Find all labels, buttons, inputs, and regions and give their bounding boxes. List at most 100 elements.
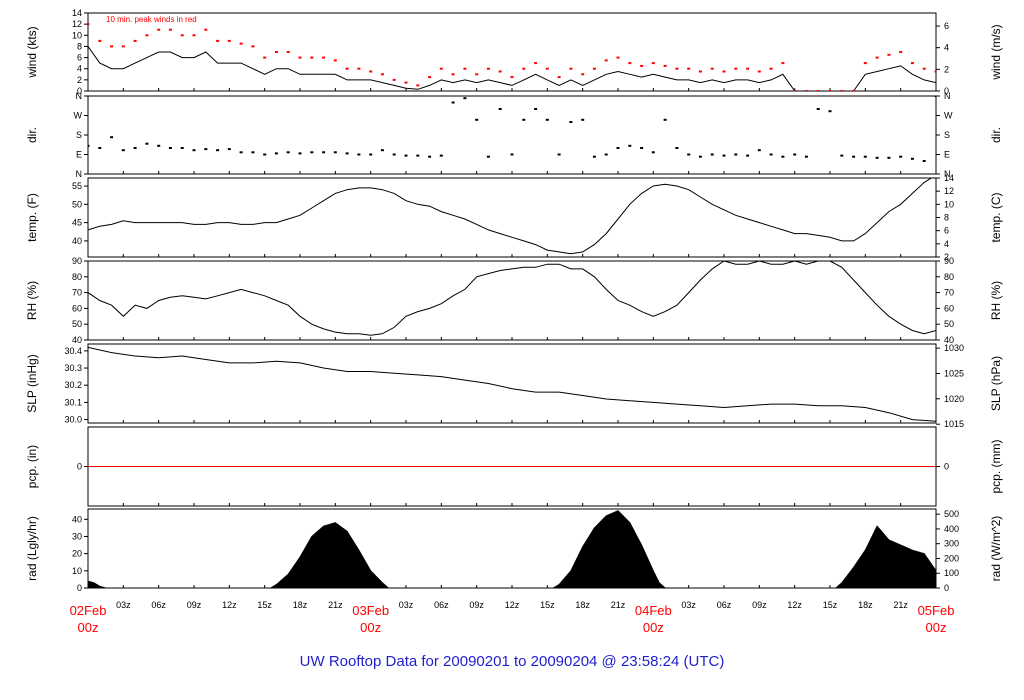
series-point-dir-0-11 [216, 149, 220, 152]
hour-tick-label-12: 18z [575, 600, 590, 610]
series-point-wind-1-12 [227, 39, 231, 42]
left-tick-label-temp-1: 45 [72, 218, 82, 228]
series-point-dir-0-49 [663, 118, 667, 121]
hour-tick-label-3: 12z [222, 600, 237, 610]
right-axis-label-slp: SLP (hPa) [989, 356, 1003, 411]
series-point-dir-0-72 [934, 96, 936, 97]
series-point-wind-1-55 [734, 67, 738, 70]
left-tick-label-wind-0: 0 [77, 86, 82, 96]
right-tick-label-dir-0: N [944, 169, 951, 179]
right-axis-label-rh: RH (%) [989, 281, 1003, 320]
left-tick-label-wind-4: 8 [77, 41, 82, 51]
left-tick-label-wind-5: 10 [72, 30, 82, 40]
right-tick-label-rad-1: 100 [944, 568, 959, 578]
series-point-dir-0-15 [263, 153, 267, 156]
right-tick-label-rh-4: 80 [944, 272, 954, 282]
right-tick-label-temp-4: 10 [944, 199, 954, 209]
series-point-wind-1-8 [180, 34, 184, 37]
series-point-wind-1-5 [145, 34, 149, 37]
series-point-dir-0-27 [404, 154, 408, 157]
series-group-rh [88, 261, 936, 336]
series-point-dir-0-48 [651, 151, 655, 154]
series-point-wind-1-43 [592, 67, 596, 70]
series-point-wind-1-47 [640, 64, 644, 67]
series-point-dir-0-57 [757, 149, 761, 152]
right-axis-label-rad: rad (W/m^2) [989, 516, 1003, 582]
left-tick-label-dir-1: E [76, 150, 82, 160]
series-point-wind-1-6 [157, 28, 161, 31]
series-point-wind-1-25 [380, 73, 384, 76]
series-point-wind-1-72 [934, 70, 936, 73]
right-tick-label-rh-1: 50 [944, 319, 954, 329]
right-tick-label-wind-2: 4 [944, 43, 949, 53]
left-tick-label-pcp-0: 0 [77, 462, 82, 472]
series-point-dir-0-41 [569, 121, 573, 123]
series-point-dir-0-71 [922, 160, 926, 162]
right-tick-label-rh-3: 70 [944, 288, 954, 298]
series-point-dir-0-51 [687, 153, 691, 156]
series-point-dir-0-39 [545, 118, 549, 121]
series-point-dir-0-69 [899, 155, 903, 158]
left-tick-label-slp-1: 30.1 [64, 397, 82, 407]
series-point-dir-0-53 [710, 153, 714, 156]
right-tick-label-pcp-0: 0 [944, 462, 949, 472]
series-point-wind-1-0 [88, 23, 90, 26]
panel-slp: 30.0 30.1 30.2 30.3 30.4 1015 1020 1025 1030 SLP … [25, 343, 1003, 429]
series-point-dir-0-34 [486, 155, 490, 158]
day-hour-label-3: 00z [926, 620, 947, 635]
series-point-wind-1-66 [863, 62, 867, 65]
series-point-wind-1-62 [816, 90, 820, 91]
panel-temp: 40 45 50 55 2 4 6 8 10 12 14 temp. (F) temp. (C) [25, 173, 1003, 262]
panel-rh: 40 50 60 70 80 90 40 50 60 70 80 90 RH (%) RH (%) [25, 256, 1003, 345]
series-group-temp [88, 178, 933, 255]
series-point-dir-0-26 [392, 153, 396, 156]
series-point-dir-0-19 [310, 151, 314, 154]
series-line-rh-0 [88, 261, 936, 336]
hour-tick-label-18: 15z [823, 600, 838, 610]
right-tick-label-rad-3: 300 [944, 539, 959, 549]
series-point-dir-0-54 [722, 154, 726, 157]
series-point-dir-0-7 [168, 147, 172, 149]
series-point-dir-0-42 [581, 118, 585, 121]
left-tick-label-rh-0: 40 [72, 335, 82, 345]
right-tick-label-rad-4: 400 [944, 524, 959, 534]
series-point-wind-1-4 [133, 39, 137, 42]
series-point-dir-0-12 [227, 148, 231, 151]
right-tick-label-rad-2: 200 [944, 553, 959, 563]
series-point-wind-1-60 [793, 90, 797, 91]
right-tick-label-temp-5: 12 [944, 186, 954, 196]
left-tick-label-rh-1: 50 [72, 319, 82, 329]
series-point-dir-0-30 [439, 154, 443, 157]
series-point-wind-1-52 [698, 70, 702, 73]
series-point-dir-0-52 [698, 155, 702, 158]
series-point-dir-0-43 [592, 155, 596, 158]
series-point-wind-1-58 [769, 67, 773, 70]
right-tick-label-dir-4: N [944, 91, 951, 101]
series-point-dir-0-4 [133, 147, 137, 149]
left-tick-label-temp-0: 40 [72, 236, 82, 246]
series-point-wind-1-46 [628, 62, 632, 65]
series-point-dir-0-20 [322, 151, 326, 154]
right-tick-label-rh-2: 60 [944, 303, 954, 313]
hour-tick-label-0: 03z [116, 600, 131, 610]
series-point-dir-0-3 [121, 149, 125, 152]
series-point-wind-1-22 [345, 67, 349, 70]
series-point-dir-0-66 [863, 155, 867, 158]
series-point-dir-0-32 [463, 97, 467, 100]
hour-tick-label-5: 18z [293, 600, 308, 610]
day-hour-label-1: 00z [360, 620, 381, 635]
left-axis-label-pcp: pcp. (in) [25, 445, 39, 488]
left-axis-label-slp: SLP (inHg) [25, 354, 39, 412]
left-axis-label-wind: wind (kts) [25, 26, 39, 78]
series-point-wind-1-67 [875, 56, 879, 59]
series-point-dir-0-40 [557, 153, 561, 156]
panel-pcp: 0 0 pcp. (in) pcp. (mm) [25, 426, 1003, 507]
left-tick-label-rh-5: 90 [72, 256, 82, 266]
series-point-wind-1-16 [274, 51, 278, 53]
series-point-dir-0-59 [781, 155, 785, 158]
left-tick-label-rad-4: 40 [72, 514, 82, 524]
left-axis-label-dir: dir. [25, 127, 39, 143]
hour-tick-label-11: 15z [540, 600, 555, 610]
left-tick-label-wind-2: 4 [77, 64, 82, 74]
